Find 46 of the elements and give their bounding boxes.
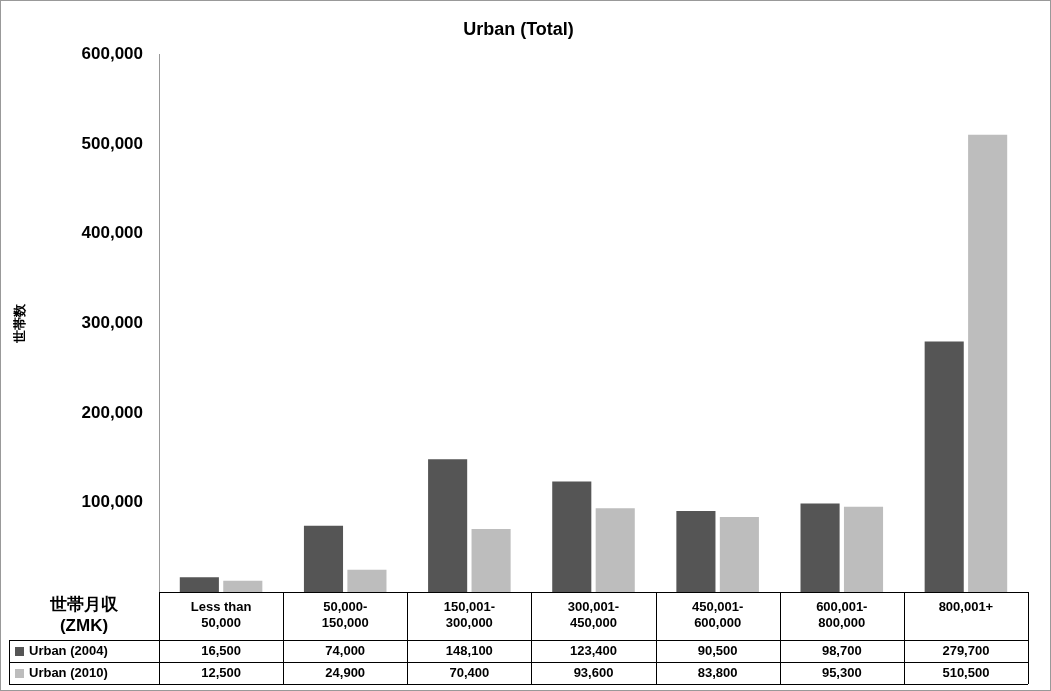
y-tick-label: 400,000 [81, 223, 143, 243]
x-tick-label: 450,001-600,000 [691, 599, 744, 630]
data-label: 93,600 [573, 664, 614, 680]
data-label: 16,500 [201, 642, 241, 658]
data-label: 98,700 [821, 642, 862, 658]
bar [719, 516, 759, 592]
bar [968, 134, 1008, 592]
legend-label: Urban (2004) [29, 642, 108, 658]
legend-label: Urban (2010) [29, 664, 108, 680]
y-tick-label: 200,000 [81, 402, 143, 422]
bar [471, 528, 511, 592]
bar [924, 341, 964, 592]
x-tick-label: 600,001-800,000 [816, 599, 868, 630]
data-label: 83,800 [697, 664, 738, 680]
bar [800, 503, 840, 592]
data-label: 510,500 [942, 664, 990, 680]
y-tick-label: 300,000 [81, 312, 143, 332]
x-tick-label: 150,001-300,000 [443, 599, 496, 630]
y-tick-label: 500,000 [81, 133, 143, 153]
x-axis-title: 世帯月収 (ZMK) [49, 595, 119, 636]
bar [676, 510, 716, 592]
bar [595, 508, 635, 592]
x-tick-label: Less than 50,000 [190, 599, 252, 630]
bar [843, 506, 884, 592]
bar [428, 459, 468, 592]
bar [179, 577, 219, 592]
bar [347, 569, 387, 592]
data-label: 70,400 [449, 664, 490, 680]
data-label: 12,500 [201, 664, 241, 680]
y-axis-title: 世帯数 [12, 302, 28, 344]
data-label: 123,400 [570, 642, 617, 658]
bar [303, 525, 344, 592]
x-tick-label: 800,001+ [938, 599, 994, 615]
data-label: 90,500 [697, 642, 738, 658]
y-tick-label: 600,000 [81, 44, 143, 64]
data-label: 95,300 [821, 664, 862, 680]
x-tick-label: 300,001-450,000 [567, 599, 620, 630]
y-tick-label: 100,000 [81, 492, 143, 512]
data-label: 74,000 [325, 642, 366, 658]
data-label: 148,100 [445, 642, 493, 658]
x-tick-label: 50,000-150,000 [321, 599, 369, 630]
data-label: 24,900 [325, 664, 366, 680]
bar [223, 580, 263, 592]
data-label: 279,700 [942, 642, 990, 658]
chart-title: Urban (Total) [463, 18, 574, 39]
bar [552, 481, 592, 592]
